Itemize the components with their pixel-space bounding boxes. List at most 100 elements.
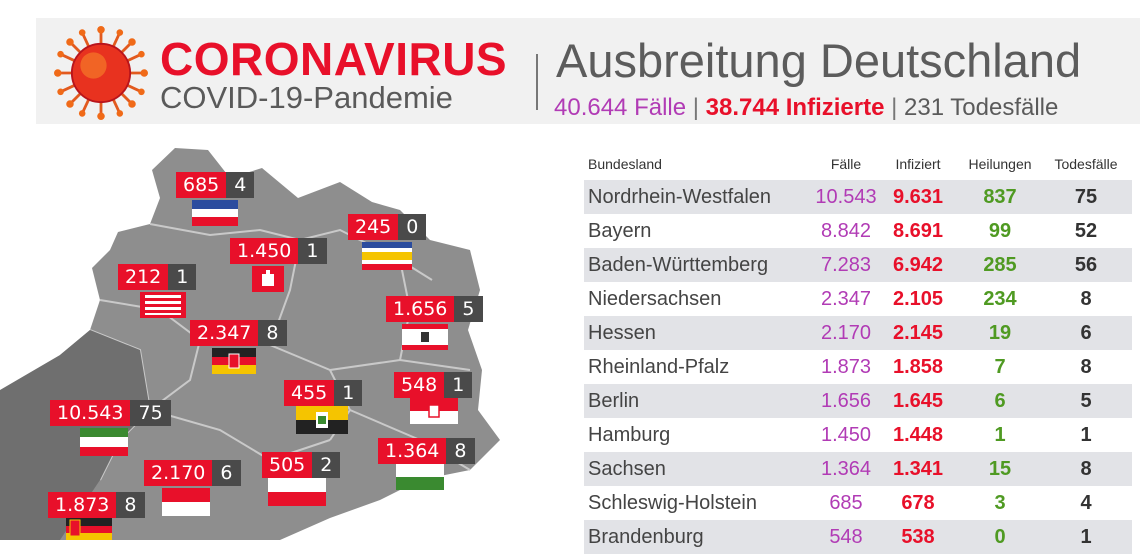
cell-state: Hamburg: [588, 423, 671, 446]
cell-cases: 2.347: [820, 287, 872, 310]
header-deaths: Todesfälle: [1054, 156, 1118, 172]
map-badge-cases: 1.450: [230, 238, 299, 264]
header-cases: Fälle: [830, 156, 862, 172]
brand-title: CORONAVIRUS: [160, 33, 508, 85]
map-badge-cases: 455: [284, 380, 335, 406]
map-badge-mecklenburg: 245 0: [348, 214, 427, 240]
cell-recovered: 99: [988, 219, 1012, 242]
cell-recovered: 3: [994, 491, 1006, 514]
cell-recovered: 19: [988, 321, 1012, 344]
cell-deaths: 75: [1074, 185, 1098, 208]
cell-deaths: 56: [1074, 253, 1098, 276]
cell-deaths: 1: [1080, 525, 1092, 548]
map-badge-rheinland-pfalz: 1.873 8: [48, 492, 145, 518]
map-badge-deaths: 1: [334, 380, 363, 406]
cell-cases: 1.450: [820, 423, 872, 446]
map-badge-niedersachsen: 2.347 8: [190, 320, 287, 346]
cell-state: Niedersachsen: [588, 287, 722, 310]
cell-cases: 548: [829, 525, 863, 548]
map-badge-deaths: 2: [312, 452, 341, 478]
table-row: Baden-Württemberg 7.283 6.942 285 56: [584, 248, 1132, 282]
cell-infected: 8.691: [892, 219, 944, 242]
table-row: Niedersachsen 2.347 2.105 234 8: [584, 282, 1132, 316]
germany-map: 685 4 245 0 1.450 1 212 1 1.656 5 2.347 …: [0, 140, 580, 540]
cell-cases: 1.656: [820, 389, 872, 412]
cell-cases: 7.283: [820, 253, 872, 276]
cell-deaths: 8: [1080, 457, 1092, 480]
cell-infected: 6.942: [892, 253, 944, 276]
sachsen-flag-icon: [396, 464, 444, 490]
map-badge-sachsen-anhalt: 455 1: [284, 380, 363, 406]
cell-deaths: 5: [1080, 389, 1092, 412]
cell-recovered: 7: [994, 355, 1006, 378]
summary-stats: 40.644 Fälle | 38.744 Infizierte | 231 T…: [554, 94, 1058, 122]
cell-recovered: 15: [988, 457, 1012, 480]
cell-recovered: 0: [994, 525, 1006, 548]
map-badge-deaths: 8: [258, 320, 287, 346]
map-badge-deaths: 8: [116, 492, 145, 518]
bremen-flag-icon: [140, 292, 186, 318]
mecklenburg-flag-icon: [362, 242, 412, 270]
table-row: Hamburg 1.450 1.448 1 1: [584, 418, 1132, 452]
table-row: Bayern 8.842 8.691 99 52: [584, 214, 1132, 248]
hamburg-flag-icon: [252, 266, 284, 292]
berlin-flag-icon: [402, 324, 448, 350]
thueringen-flag-icon: [268, 478, 326, 506]
stats-separator: |: [891, 94, 898, 121]
cell-infected: 1.448: [892, 423, 944, 446]
table-header: Bundesland Fälle Infiziert Heilungen Tod…: [584, 148, 1132, 180]
cell-deaths: 4: [1080, 491, 1092, 514]
page-title: Ausbreitung Deutschland: [556, 34, 1082, 87]
cell-infected: 678: [901, 491, 935, 514]
table-row: Brandenburg 548 538 0 1: [584, 520, 1132, 554]
header-banner: CORONAVIRUS COVID-19-Pandemie Ausbreitun…: [36, 18, 1140, 124]
hessen-flag-icon: [162, 488, 210, 516]
header-divider: [536, 54, 538, 110]
table-row: Schleswig-Holstein 685 678 3 4: [584, 486, 1132, 520]
map-badge-sachsen: 1.364 8: [378, 438, 475, 464]
cell-recovered: 6: [994, 389, 1006, 412]
cell-deaths: 1: [1080, 423, 1092, 446]
cell-cases: 1.364: [820, 457, 872, 480]
stats-separator: |: [692, 94, 699, 121]
map-badge-deaths: 75: [130, 400, 171, 426]
cell-state: Baden-Württemberg: [588, 253, 769, 276]
map-badge-thueringen: 505 2: [262, 452, 341, 478]
map-badge-cases: 2.347: [190, 320, 259, 346]
total-infected: 38.744 Infizierte: [705, 94, 885, 121]
map-badge-cases: 10.543: [50, 400, 131, 426]
cell-state: Bayern: [588, 219, 652, 242]
map-badge-deaths: 5: [454, 296, 483, 322]
map-badge-deaths: 0: [398, 214, 427, 240]
total-deaths: 231 Todesfälle: [904, 94, 1059, 121]
cell-deaths: 52: [1074, 219, 1098, 242]
cell-recovered: 234: [983, 287, 1017, 310]
brand-subtitle: COVID-19-Pandemie: [160, 80, 453, 115]
cell-infected: 2.105: [892, 287, 944, 310]
brandenburg-flag-icon: [410, 398, 458, 424]
map-badge-cases: 548: [394, 372, 445, 398]
cell-infected: 1.341: [892, 457, 944, 480]
cell-recovered: 837: [983, 185, 1017, 208]
cell-deaths: 8: [1080, 355, 1092, 378]
map-badge-cases: 245: [348, 214, 399, 240]
map-badge-deaths: 6: [212, 460, 241, 486]
map-badge-deaths: 1: [444, 372, 473, 398]
coronavirus-icon: [54, 26, 148, 120]
table-row: Rheinland-Pfalz 1.873 1.858 7 8: [584, 350, 1132, 384]
rheinland-pfalz-flag-icon: [66, 518, 112, 540]
map-badge-nordrhein-westfalen: 10.543 75: [50, 400, 171, 426]
map-badge-bremen: 212 1: [118, 264, 197, 290]
cell-deaths: 8: [1080, 287, 1092, 310]
table-row: Berlin 1.656 1.645 6 5: [584, 384, 1132, 418]
map-badge-cases: 1.873: [48, 492, 117, 518]
cell-cases: 8.842: [820, 219, 872, 242]
total-cases: 40.644 Fälle: [554, 94, 687, 121]
map-badge-deaths: 1: [298, 238, 327, 264]
map-badge-cases: 685: [176, 172, 227, 198]
schleswig-holstein-flag-icon: [192, 200, 238, 226]
niedersachsen-flag-icon: [212, 348, 256, 374]
cell-state: Brandenburg: [588, 525, 704, 548]
cell-infected: 538: [901, 525, 935, 548]
map-badge-deaths: 8: [446, 438, 475, 464]
